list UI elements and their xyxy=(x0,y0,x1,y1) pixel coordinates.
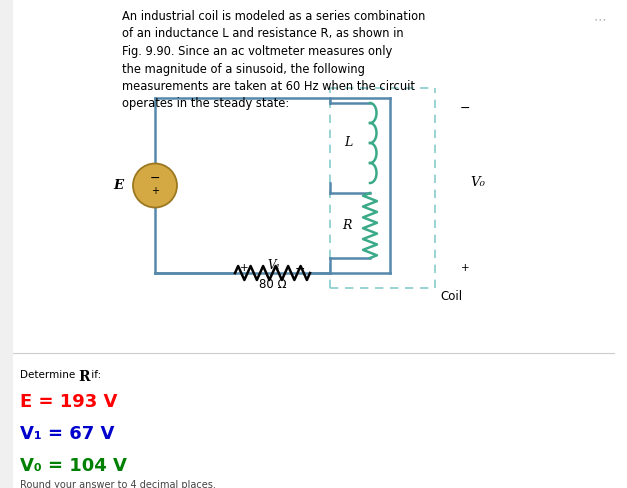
Text: ⋯: ⋯ xyxy=(594,13,606,26)
Text: R: R xyxy=(342,219,352,232)
Text: V₀ = 104 V: V₀ = 104 V xyxy=(20,457,127,475)
Text: L: L xyxy=(344,137,352,149)
Text: Round your answer to 4 decimal places.: Round your answer to 4 decimal places. xyxy=(20,480,216,488)
Text: Determine: Determine xyxy=(20,370,78,380)
Text: An industrial coil is modeled as a series combination
of an inductance L and res: An industrial coil is modeled as a serie… xyxy=(122,10,425,110)
Text: R: R xyxy=(78,370,90,384)
Text: Coil: Coil xyxy=(440,290,462,303)
Text: E: E xyxy=(113,179,123,192)
Text: +: + xyxy=(240,263,249,273)
Text: E = 193 V: E = 193 V xyxy=(20,393,117,411)
Text: V₀: V₀ xyxy=(470,177,485,189)
Text: V₁: V₁ xyxy=(268,259,281,272)
Text: +: + xyxy=(151,186,159,197)
Circle shape xyxy=(133,163,177,207)
Text: −: − xyxy=(150,172,161,185)
Text: −: − xyxy=(295,263,305,276)
Text: −: − xyxy=(460,102,470,115)
Text: 80 Ω: 80 Ω xyxy=(259,278,287,291)
Text: +: + xyxy=(461,263,470,273)
Text: V₁ = 67 V: V₁ = 67 V xyxy=(20,425,114,443)
Text: if:: if: xyxy=(88,370,101,380)
